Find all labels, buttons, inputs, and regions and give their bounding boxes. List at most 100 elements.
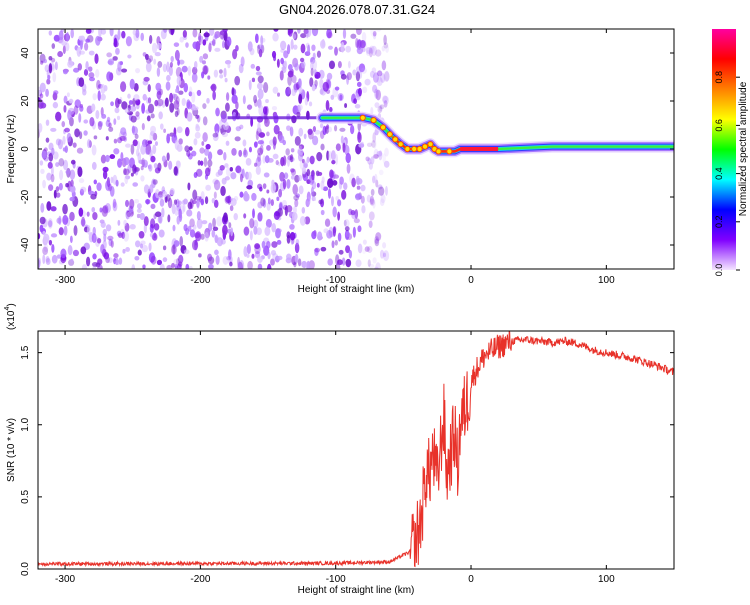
noise-blob: [47, 74, 51, 80]
noise-blob: [264, 117, 270, 128]
noise-blob: [42, 246, 49, 255]
y-tick-label: 40: [20, 47, 31, 59]
noise-blob: [364, 246, 370, 252]
noise-blob: [243, 213, 247, 219]
noise-blob: [145, 62, 152, 73]
noise-blob: [174, 264, 178, 269]
noise-blob: [296, 111, 301, 118]
noise-blob: [125, 175, 131, 180]
noise-blob: [372, 257, 377, 264]
noise-blob: [112, 198, 117, 209]
noise-blob: [154, 52, 161, 57]
noise-blob: [109, 185, 115, 197]
noise-blob: [258, 48, 263, 58]
noise-blob: [249, 218, 255, 229]
noise-blob: [313, 196, 317, 202]
noise-blob: [301, 260, 307, 269]
noise-blob: [375, 262, 381, 269]
noise-blob: [172, 93, 176, 99]
noise-blob: [217, 149, 223, 156]
noise-blob: [130, 172, 134, 177]
noise-blob: [340, 73, 347, 80]
noise-blob: [293, 194, 300, 201]
noise-blob: [376, 75, 382, 83]
noise-blob: [226, 256, 232, 261]
noise-blob: [260, 35, 264, 46]
x-tick-label: -200: [190, 275, 210, 286]
noise-blob: [113, 138, 118, 144]
noise-blob: [286, 44, 291, 55]
noise-blob: [198, 32, 202, 43]
noise-blob: [280, 48, 285, 53]
noise-blob: [207, 165, 211, 173]
noise-blob: [205, 143, 211, 150]
noise-blob: [374, 236, 380, 244]
noise-blob: [150, 203, 156, 210]
noise-blob: [272, 153, 279, 160]
noise-blob: [307, 196, 311, 206]
noise-blob: [103, 233, 107, 242]
noise-blob: [102, 170, 108, 180]
noise-blob: [320, 143, 325, 151]
noise-blob: [300, 33, 307, 39]
noise-blob: [100, 221, 106, 228]
noise-blob: [365, 50, 371, 56]
noise-blob: [375, 49, 382, 57]
noise-blob: [200, 198, 205, 206]
noise-blob: [202, 39, 207, 46]
noise-blob: [281, 199, 287, 208]
noise-blob: [271, 106, 278, 111]
noise-blob: [260, 197, 266, 207]
noise-blob: [131, 125, 136, 134]
noise-blob: [73, 67, 80, 73]
noise-blob: [352, 226, 356, 238]
noise-blob: [73, 225, 78, 236]
noise-blob: [372, 132, 376, 143]
noise-blob: [91, 103, 96, 112]
colorbar-tick-label: 0.6: [714, 119, 724, 132]
noise-blob: [242, 139, 247, 147]
noise-blob: [105, 180, 111, 191]
noise-blob: [265, 218, 272, 228]
noise-blob: [233, 212, 238, 221]
y-tick-label: 20: [20, 95, 31, 107]
noise-blob: [289, 154, 294, 163]
noise-blob: [135, 67, 141, 74]
noise-blob: [344, 103, 348, 108]
noise-blob: [372, 31, 377, 37]
noise-blob: [206, 253, 213, 262]
noise-blob: [358, 143, 365, 148]
noise-blob: [195, 114, 200, 119]
noise-blob: [124, 107, 131, 114]
noise-blob: [163, 128, 167, 134]
noise-blob: [199, 55, 204, 63]
noise-blob: [134, 240, 141, 248]
noise-blob: [110, 176, 114, 184]
noise-blob: [373, 266, 379, 269]
noise-blob: [74, 128, 80, 138]
noise-blob: [62, 135, 66, 145]
noise-blob: [156, 259, 163, 266]
noise-blob: [203, 157, 208, 167]
noise-blob: [350, 33, 357, 39]
noise-blob: [366, 142, 373, 147]
noise-blob: [286, 204, 293, 213]
noise-blob: [78, 50, 85, 55]
noise-blob: [272, 86, 279, 94]
noise-blob: [148, 242, 152, 252]
noise-blob: [199, 147, 205, 154]
noise-blob: [377, 70, 383, 77]
noise-blob: [105, 154, 110, 163]
noise-blob: [117, 219, 121, 226]
noise-blob: [201, 220, 208, 225]
noise-blob: [65, 42, 70, 52]
noise-blob: [353, 98, 358, 104]
noise-blob: [298, 127, 304, 137]
noise-blob: [378, 150, 383, 161]
noise-blob: [198, 253, 202, 258]
noise-blob: [192, 29, 198, 38]
noise-blob: [129, 198, 135, 210]
noise-blob: [357, 39, 362, 49]
noise-blob: [170, 55, 174, 63]
noise-blob: [257, 201, 263, 209]
